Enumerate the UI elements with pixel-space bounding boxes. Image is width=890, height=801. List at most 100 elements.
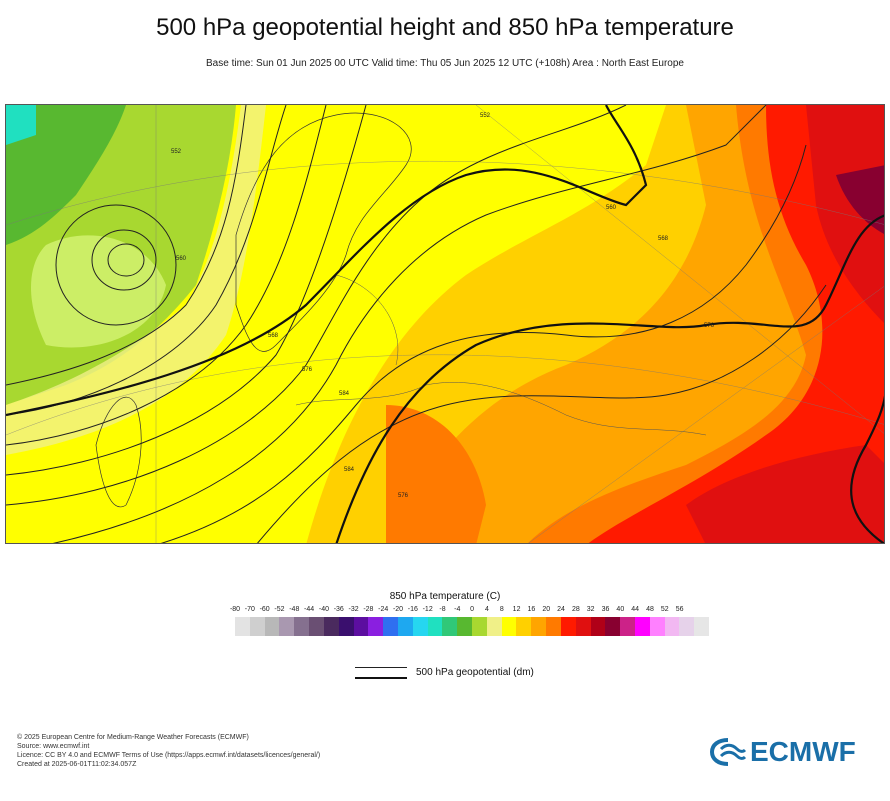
legend-swatch	[383, 617, 398, 636]
legend-tick-label: -48	[289, 606, 300, 613]
credit-line: Source: www.ecmwf.int	[17, 743, 90, 750]
legend-tick-label: -40	[318, 606, 329, 613]
legend-tick-label: -32	[348, 606, 359, 613]
legend-swatch	[575, 617, 591, 636]
temperature-legend-ticks: -80 -70 -60 -52 -48 -44 -40 -36 -32 -28 -24 -20 -16-…	[0, 606, 890, 618]
legend-swatch	[338, 617, 354, 636]
legend-swatch	[412, 617, 428, 636]
legend-swatch	[560, 617, 576, 636]
credits: © 2025 European Centre for Medium-Range …	[17, 733, 320, 769]
temp-band-28	[806, 105, 884, 323]
legend-tick-label: 4	[484, 606, 489, 613]
contour-label: 560	[176, 256, 187, 262]
legend-swatch	[590, 617, 606, 636]
legend-swatch	[427, 617, 443, 636]
contour-label: 568	[268, 333, 279, 339]
legend-swatch	[605, 617, 621, 636]
contour-label: 576	[398, 493, 409, 499]
legend-tick-label: -4	[454, 606, 461, 613]
legend-swatch	[294, 617, 310, 636]
legend-tick-label: 24	[557, 606, 565, 613]
legend-tick-label: 20	[542, 606, 551, 613]
legend-tick-label: -80	[229, 606, 241, 613]
legend-tick-label: 36	[601, 606, 610, 613]
ecmwf-logo-text: ECMWF	[750, 736, 856, 767]
credit-line: Created at 2025-06-01T11:02:34.057Z	[17, 761, 137, 768]
legend-tick-label: 40	[616, 606, 625, 613]
coastline-continent	[295, 382, 707, 436]
legend-tick-label: -16	[407, 606, 418, 613]
geopotential-legend-bold-line	[355, 677, 407, 679]
legend-tick-label: 8	[499, 606, 504, 613]
legend-swatch	[634, 617, 650, 636]
legend-tick-label: 56	[675, 606, 684, 613]
geopotential-legend-label: 500 hPa geopotential (dm)	[416, 667, 534, 678]
coastline-british-isles	[95, 396, 142, 508]
legend-tick-label: -52	[274, 606, 285, 613]
legend-swatch	[397, 617, 413, 636]
temp-band-28-south	[686, 445, 884, 543]
temp-band-colder	[6, 105, 126, 245]
legend-swatch	[472, 617, 487, 636]
ecmwf-logo-icon	[709, 738, 746, 766]
legend-tick-label: 12	[512, 606, 521, 613]
temp-band-low-center	[31, 235, 166, 348]
legend-tick-label: 28	[571, 606, 580, 613]
legend-swatch	[457, 617, 472, 636]
legend-swatch	[368, 617, 384, 636]
contour-label: 568	[658, 236, 669, 242]
contour-label: 576	[704, 323, 715, 329]
legend-tick-label: -12	[422, 606, 433, 613]
legend-tick-label: 52	[660, 606, 669, 613]
geopotential-legend-thin-line	[355, 667, 407, 668]
map-canvas: 552 560 568 576 584 552 560 568 576 584 …	[6, 105, 884, 543]
legend-tick-label: -28	[363, 606, 374, 613]
legend-tick-label: -24	[378, 606, 389, 613]
legend-swatch	[279, 617, 295, 636]
legend-tick-label: -8	[439, 606, 446, 613]
legend-tick-label: 44	[631, 606, 640, 613]
temp-band-coldest	[6, 105, 36, 145]
contour-label: 584	[344, 467, 355, 473]
legend-swatch	[546, 617, 561, 636]
legend-tick-label: -60	[259, 606, 270, 613]
legend-swatch	[501, 617, 517, 636]
credit-line: Licence: CC BY 4.0 and ECMWF Terms of Us…	[17, 752, 321, 759]
ecmwf-logo: ECMWF	[708, 736, 856, 768]
legend-swatch	[323, 617, 339, 636]
legend-swatch	[264, 617, 280, 636]
geopotential-contours	[6, 105, 827, 543]
legend-tick-label: 16	[527, 606, 536, 613]
temperature-legend-title: 850 hPa temperature (C)	[389, 591, 501, 602]
temp-band-24	[588, 105, 884, 543]
forecast-map: 552 560 568 576 584 552 560 568 576 584 …	[5, 104, 885, 544]
credit-line: © 2025 European Centre for Medium-Range …	[17, 734, 249, 741]
legend-tick-label: 0	[470, 606, 475, 613]
legend-swatch	[235, 617, 250, 636]
contour-label: 576	[302, 367, 313, 373]
legend-swatch	[694, 617, 709, 636]
legend-tick-label: -20	[392, 606, 404, 613]
contour-label: 552	[171, 149, 182, 155]
legend-swatch	[531, 617, 547, 636]
chart-title: 500 hPa geopotential height and 850 hPa …	[156, 14, 734, 41]
contour-label: 584	[339, 391, 350, 397]
legend-tick-label: 32	[586, 606, 595, 613]
contour-label-group: 552 560 568 576 584 552 560 568 576 584 …	[171, 113, 715, 499]
temp-band-36	[836, 165, 884, 234]
temperature-legend-colorbar	[235, 617, 709, 636]
legend-swatch	[249, 617, 265, 636]
contour-label: 552	[480, 113, 491, 119]
legend-swatch	[664, 617, 680, 636]
legend-swatch	[679, 617, 695, 636]
legend-tick-label: -44	[304, 606, 315, 613]
legend-swatch	[309, 617, 324, 636]
contour-label: 560	[606, 205, 617, 211]
temp-band-20-a	[386, 405, 486, 543]
graticule	[6, 105, 884, 543]
legend-swatch	[620, 617, 635, 636]
coastline-scandinavia	[235, 112, 412, 352]
legend-swatch	[486, 617, 502, 636]
legend-tick-label: -36	[333, 606, 344, 613]
chart-subtitle: Base time: Sun 01 Jun 2025 00 UTC Valid …	[206, 58, 684, 69]
